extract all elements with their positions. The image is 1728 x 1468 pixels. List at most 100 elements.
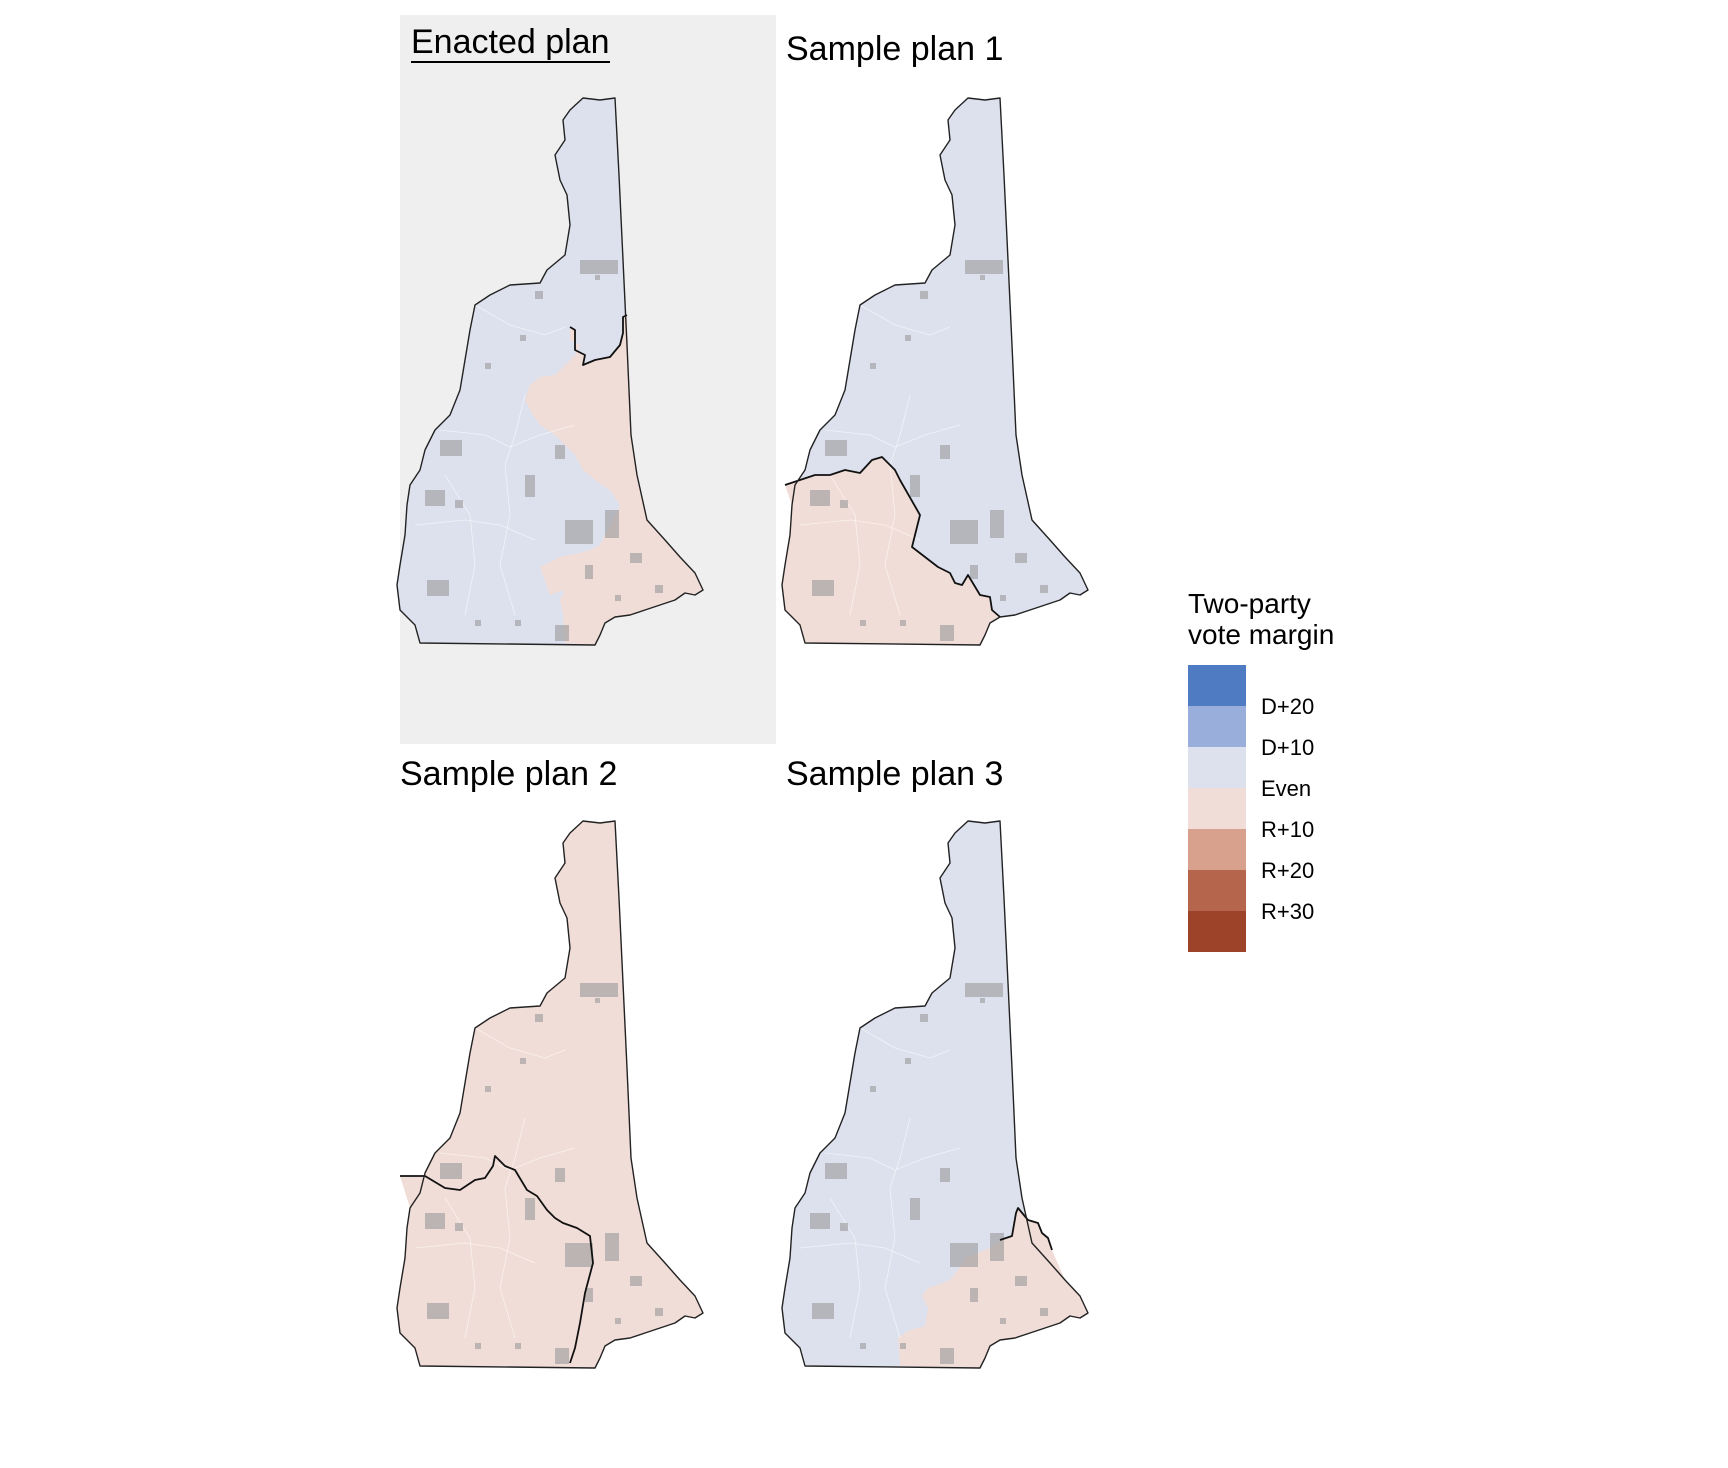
town-shape [970,565,978,579]
legend-swatch-r30 [1188,911,1246,952]
town-shape [535,291,543,299]
county-boundary [884,1117,911,1339]
town-shape [900,620,906,626]
town-shape [1000,1318,1006,1324]
county-boundary [474,304,566,336]
town-shape [427,580,449,596]
town-shape [565,1243,593,1267]
county-boundary [799,1242,921,1264]
town-shape [455,1223,463,1231]
county-boundary [444,474,476,616]
town-shape [980,998,985,1003]
legend-label-even: Even [1261,776,1312,801]
town-shape [825,1163,847,1179]
legend-swatch-r0 [1188,788,1246,829]
town-shape [535,1014,543,1022]
town-shape [950,1243,978,1267]
town-shape [525,475,535,497]
map-sample-plan-3 [781,820,1089,1369]
town-shape [425,1213,445,1229]
town-shape [860,1343,866,1349]
legend-swatch-r10 [1188,829,1246,870]
district-2-area [525,315,703,645]
town-shape [965,983,1003,997]
town-shape [920,1014,928,1022]
town-shape [990,1233,1004,1261]
district-2-area [782,457,1000,645]
town-shape [900,1343,906,1349]
town-shape [555,625,569,641]
town-shape [605,510,619,538]
district-boundary [569,314,628,366]
county-boundary [859,304,951,336]
town-shape [520,1058,526,1064]
town-shape [515,620,521,626]
district-1-area [782,821,1088,1368]
town-shape [940,1348,954,1364]
town-shape [1015,553,1027,563]
town-shape [1015,1276,1027,1286]
town-shape [580,983,618,997]
legend-swatch-r20 [1188,870,1246,911]
town-shape [440,1163,462,1179]
district-boundary [999,1207,1053,1251]
county-boundary [824,424,961,448]
state-outline [396,97,704,646]
district-boundary [784,456,1001,618]
panel-title-sample-2: Sample plan 2 [400,755,618,793]
town-shape [1040,585,1048,593]
legend-swatch-d10 [1188,706,1246,747]
town-shape [980,275,985,280]
town-shape [595,998,600,1003]
town-shape [455,500,463,508]
county-boundary [859,1027,951,1059]
town-shape [485,363,491,369]
county-boundary [884,394,911,616]
legend-label-d10: D+10 [1261,735,1315,760]
legend-label-r20: R+20 [1261,858,1315,883]
town-shape [840,1223,848,1231]
legend-swatch-d30 [1188,665,1246,706]
map-enacted-plan [396,97,704,646]
panel-title-sample-1: Sample plan 1 [786,30,1004,68]
district-boundary [400,1155,594,1364]
town-shape [585,1288,593,1302]
town-shape [905,1058,911,1064]
legend-label-d20: D+20 [1261,694,1315,719]
town-shape [525,1198,535,1220]
town-shape [970,1288,978,1302]
town-shape [440,440,462,456]
town-shape [630,1276,642,1286]
town-shape [905,335,911,341]
town-shape [870,1086,876,1092]
town-shape [940,1168,950,1182]
town-shape [812,1303,834,1319]
map-sample-plan-2 [396,820,704,1369]
county-boundary [829,474,861,616]
legend-label-r30: R+30 [1261,899,1315,924]
town-shape [655,1308,663,1316]
county-boundary [414,1242,536,1264]
town-shape [940,625,954,641]
town-shape [920,291,928,299]
county-boundary [414,519,536,541]
state-outline [781,97,1089,646]
town-shape [655,585,663,593]
town-shape [950,520,978,544]
town-shape [630,553,642,563]
county-boundary [444,1197,476,1339]
town-shape [1040,1308,1048,1316]
town-shape [910,1198,920,1220]
town-shape [475,1343,481,1349]
town-shape [940,445,950,459]
town-shape [565,520,593,544]
legend-colorbar [1188,665,1246,952]
county-boundary [799,519,921,541]
town-shape [555,1168,565,1182]
county-boundary [499,1117,526,1339]
town-shape [860,620,866,626]
town-shape [595,275,600,280]
panel-title-enacted: Enacted plan [411,23,610,63]
town-shape [485,1086,491,1092]
county-boundary [499,394,526,616]
